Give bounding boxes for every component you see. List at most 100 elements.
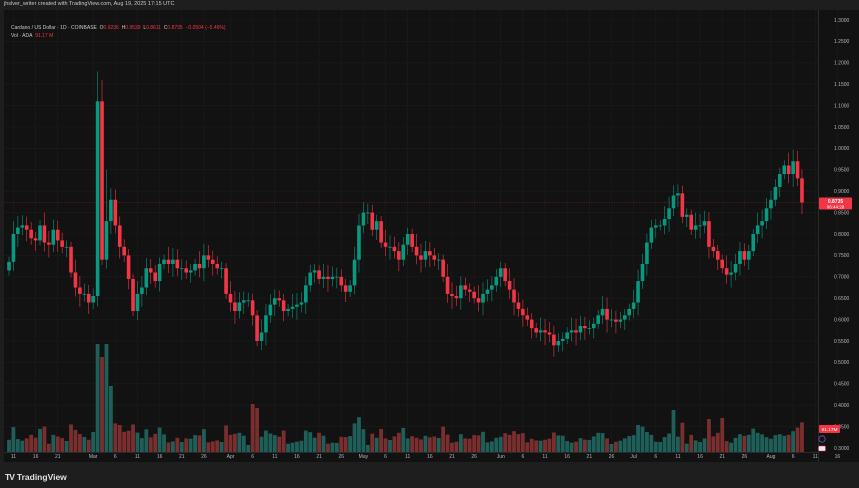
candle-body[interactable] [109,199,113,222]
candle-body[interactable] [671,195,676,209]
candle-body[interactable] [162,259,166,264]
candle-body[interactable] [140,287,144,294]
candle-body[interactable] [335,276,339,278]
candle-body[interactable] [51,229,56,245]
candle-body[interactable] [255,315,259,341]
candle-body[interactable] [317,270,321,279]
candle-body[interactable] [716,251,720,260]
candle-body[interactable] [264,315,268,333]
candle-body[interactable] [184,268,188,273]
candle-body[interactable] [339,276,344,286]
candle-body[interactable] [693,225,698,230]
candle-body[interactable] [374,221,379,230]
candle-body[interactable] [33,238,38,241]
candle-body[interactable] [432,255,437,260]
candle-body[interactable] [755,225,760,234]
candle-body[interactable] [724,268,729,275]
candle-body[interactable] [78,287,82,294]
candle-body[interactable] [29,229,33,239]
candle-body[interactable] [308,272,313,286]
candle-body[interactable] [760,221,764,226]
candle-body[interactable] [525,315,530,320]
candle-body[interactable] [711,246,716,252]
candle-body[interactable] [179,268,184,270]
candle-body[interactable] [366,212,370,214]
candle-body[interactable] [428,251,432,256]
candle-body[interactable] [419,255,423,260]
candle-body[interactable] [405,234,410,245]
candle-body[interactable] [481,293,485,303]
candle-body[interactable] [742,251,747,260]
candle-body[interactable] [38,225,42,241]
candle-body[interactable] [148,268,153,273]
candle-body[interactable] [472,291,476,299]
candle-body[interactable] [290,306,295,309]
candle-body[interactable] [463,285,468,290]
candle-body[interactable] [388,246,392,248]
candle-body[interactable] [596,315,600,324]
candle-body[interactable] [100,101,104,260]
candle-body[interactable] [569,330,574,333]
candle-body[interactable] [224,268,228,294]
candle-body[interactable] [370,212,375,230]
candle-body[interactable] [206,255,211,260]
candle-body[interactable] [720,259,725,269]
candle-body[interactable] [95,101,100,297]
candle-body[interactable] [166,259,171,264]
earnings-flag-icon[interactable] [818,445,826,452]
candle-body[interactable] [7,261,11,271]
candle-body[interactable] [86,293,91,303]
candle-body[interactable] [414,246,419,256]
candle-body[interactable] [498,268,503,277]
candle-body[interactable] [171,259,175,264]
candle-body[interactable] [436,259,441,261]
candle-body[interactable] [144,268,149,288]
candle-body[interactable] [410,234,414,247]
candle-body[interactable] [467,289,472,292]
candle-body[interactable] [215,263,220,269]
candle-body[interactable] [529,319,534,329]
candle-body[interactable] [60,240,64,247]
candle-body[interactable] [640,263,645,282]
candle-body[interactable] [547,332,552,335]
candle-body[interactable] [113,199,118,226]
candle-body[interactable] [135,293,140,312]
candle-body[interactable] [219,268,224,270]
candle-body[interactable] [379,221,383,243]
candle-body[interactable] [295,304,299,307]
candle-body[interactable] [383,242,388,247]
candle-body[interactable] [91,296,95,303]
candle-body[interactable] [352,259,357,286]
candle-body[interactable] [521,308,525,316]
candle-body[interactable] [733,263,738,273]
candle-body[interactable] [778,174,782,187]
candle-body[interactable] [69,246,73,273]
candle-body[interactable] [560,338,565,341]
candle-body[interactable] [556,341,561,346]
candle-body[interactable] [73,272,78,288]
candle-body[interactable] [450,293,454,297]
candle-body[interactable] [47,242,51,245]
candle-body[interactable] [702,221,707,226]
candle-body[interactable] [401,244,406,260]
candle-body[interactable] [485,289,490,294]
candle-body[interactable] [649,227,654,243]
candle-body[interactable] [516,302,521,309]
candle-body[interactable] [210,259,215,264]
candle-body[interactable] [729,272,733,275]
candle-body[interactable] [538,330,543,333]
candle-body[interactable] [751,234,756,252]
candle-body[interactable] [55,229,60,241]
candle-body[interactable] [786,165,791,175]
candle-body[interactable] [600,308,605,316]
candle-body[interactable] [680,193,685,217]
candle-body[interactable] [304,285,308,303]
candle-body[interactable] [574,330,578,333]
candle-body[interactable] [197,263,202,269]
candle-body[interactable] [250,300,255,316]
candle-body[interactable] [157,263,162,282]
candle-body[interactable] [104,221,109,260]
candle-body[interactable] [188,270,193,273]
candle-body[interactable] [684,214,689,217]
candle-body[interactable] [259,332,264,341]
